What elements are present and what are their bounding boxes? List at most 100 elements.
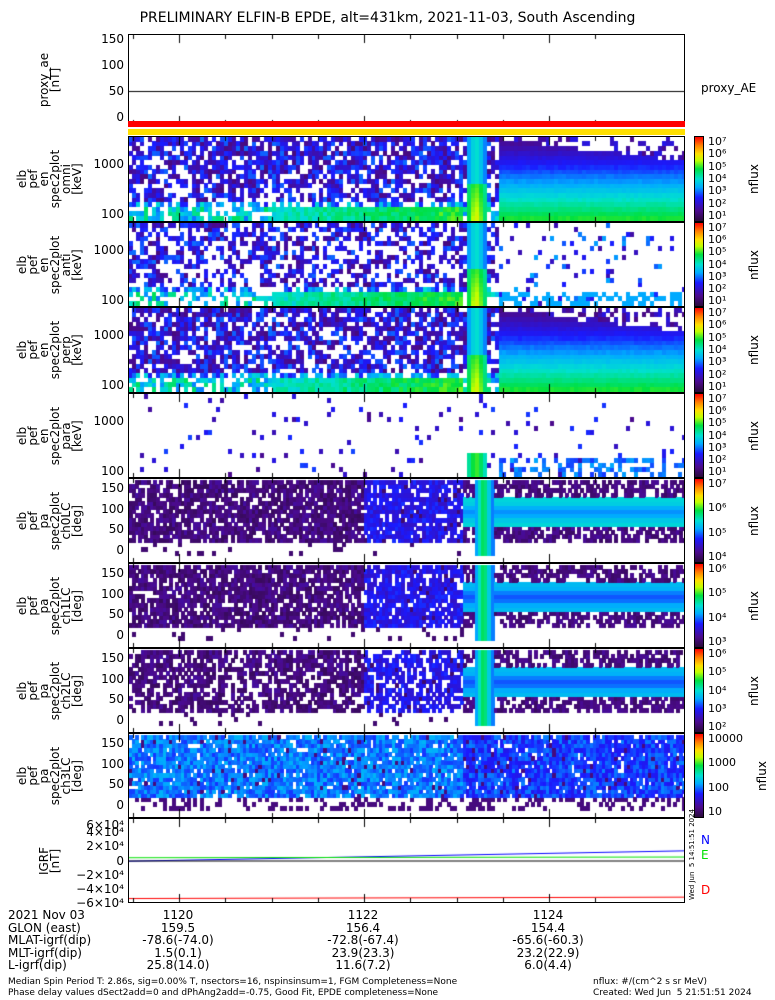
x-axis-row-label: 2021 Nov 03: [8, 908, 85, 922]
colorbar-label: nflux: [746, 335, 761, 365]
colorbar-tick-label: 10³: [708, 440, 727, 454]
colorbar-ch2LC: [694, 648, 704, 733]
plot-canvas-omni: [129, 137, 684, 221]
x-axis-value: 23.2(22.9): [516, 945, 580, 960]
plot-canvas-ch3LC: [129, 734, 684, 817]
x-axis-value: 159.5: [160, 920, 196, 935]
colorbar-label: nflux: [746, 420, 761, 451]
x-axis-value: 23.9(23.3): [331, 945, 395, 960]
colorbar-label: nflux: [754, 760, 769, 791]
y-tick-label: 100: [101, 586, 124, 601]
plot-canvas-igrf: [129, 819, 684, 902]
x-axis-value: 1120: [162, 908, 194, 922]
colorbar-tick-label: 10¹: [708, 465, 727, 478]
y-tick-label: 50: [108, 692, 124, 707]
colorbar-tick-label: 10⁶: [708, 318, 727, 332]
colorbar-ch3LC: [694, 733, 704, 818]
colorbar-tick-label: 10⁷: [708, 392, 727, 405]
y-tick-label: 2×10⁴: [86, 839, 124, 854]
x-axis-value: 1124: [532, 908, 564, 922]
colorbar-label: nflux: [746, 164, 761, 194]
x-axis-row-label: L-igrf(dip): [8, 958, 67, 972]
y-tick-label: 100: [101, 501, 124, 516]
colorbar-tick-label: 10⁷: [708, 477, 727, 490]
status-bar-yellow: [128, 129, 685, 135]
colorbar-tick-label: 10⁵: [708, 416, 727, 430]
y-tick-label: 150: [101, 32, 124, 47]
colorbar-tick-label: 1000: [708, 756, 736, 770]
igrf-legend-D: D: [701, 883, 711, 897]
y-tick-label: 150: [101, 566, 124, 580]
colorbar-tick-label: 10000: [708, 732, 743, 745]
colorbar-tick-label: 10⁵: [708, 525, 727, 539]
plot-title: PRELIMINARY ELFIN-B EPDE, alt=431km, 202…: [139, 10, 636, 26]
colorbar-tick-label: 10⁷: [708, 221, 727, 234]
colorbar-tick-label: 10²: [708, 367, 727, 381]
colorbar-tick-label: 10⁷: [708, 306, 727, 319]
y-tick-label: 100: [101, 293, 124, 307]
y-axis-label-anti: elb pef en spec2plot anti [keV]: [15, 235, 84, 294]
panel-para: [128, 393, 685, 478]
y-tick-label: 0: [116, 797, 124, 812]
y-tick-label: 100: [101, 756, 124, 771]
colorbar-label: nflux: [746, 590, 761, 621]
colorbar-tick-label: 10⁴: [708, 428, 727, 442]
colorbar-tick-label: 10⁵: [708, 245, 727, 259]
colorbar-tick-label: 10²: [708, 720, 727, 733]
y-tick-label: 100: [101, 671, 124, 686]
igrf-legend-E: E: [701, 848, 709, 862]
y-axis-label-perp: elb pef en spec2plot perp [keV]: [15, 320, 84, 380]
y-axis-label-ch2LC: elb pef pa spec2plot ch2LC [deg]: [15, 661, 84, 720]
colorbar-tick-label: 10⁶: [708, 147, 727, 161]
colorbar-tick-label: 10⁶: [708, 501, 727, 515]
x-axis-value: 156.4: [345, 920, 381, 935]
panel-ch0LC: [128, 478, 685, 563]
x-axis-row-label: MLT-igrf(dip): [8, 945, 82, 960]
plot-canvas-ch2LC: [129, 649, 684, 732]
y-tick-label: 50: [108, 607, 124, 622]
y-tick-label: 1000: [93, 328, 124, 342]
panel-ch3LC: [128, 733, 685, 818]
y-tick-label: 150: [101, 736, 124, 750]
colorbar-ch0LC: [694, 478, 704, 563]
y-tick-label: 100: [101, 58, 124, 73]
y-axis-label-para: elb pef en spec2plot para [keV]: [15, 406, 84, 465]
x-axis-row-label: MLAT-igrf(dip): [8, 933, 92, 947]
footer-created: Created: Wed Jun 5 21:51:51 2024: [593, 988, 752, 998]
footer-line-2: Phase delay values dSect2add=0 and dPhAn…: [8, 988, 439, 998]
colorbar-tick-label: 10²: [708, 452, 727, 466]
plot-canvas-ch1LC: [129, 564, 684, 647]
y-axis-label-ch1LC: elb pef pa spec2plot ch1LC [deg]: [15, 576, 84, 635]
colorbar-tick-label: 10⁶: [708, 233, 727, 247]
colorbar-tick-label: 10⁵: [708, 330, 727, 344]
legend-proxy-ae: proxy_AE: [701, 81, 757, 95]
colorbar-tick-label: 10³: [708, 701, 727, 715]
x-axis-value: -72.8(-67.4): [327, 933, 399, 947]
colorbar-label: nflux: [746, 505, 761, 536]
x-axis-value: 1.5(0.1): [154, 945, 202, 960]
colorbar-tick-label: 10⁴: [708, 172, 727, 185]
y-tick-label: −4×10⁴: [76, 881, 124, 896]
colorbar-tick-label: 10⁴: [708, 550, 727, 563]
x-axis-value: 11.6(7.2): [335, 958, 391, 972]
colorbar-label: nflux: [746, 249, 761, 280]
status-bar-red: [128, 121, 685, 127]
y-axis-label-ch0LC: elb pef pa spec2plot ch0LC [deg]: [15, 491, 84, 550]
panel-perp: [128, 307, 685, 393]
colorbar-tick-label: 10¹: [708, 294, 727, 307]
plot-canvas-proxy_ae: [129, 35, 684, 124]
colorbar-tick-label: 10³: [708, 635, 727, 648]
x-axis-value: 1122: [347, 908, 379, 922]
y-tick-label: 0: [116, 853, 124, 868]
y-tick-label: −2×10⁴: [76, 867, 124, 882]
plot-canvas-anti: [129, 223, 684, 306]
colorbar-tick-label: 100: [708, 780, 729, 794]
colorbar-omni: [694, 136, 704, 222]
x-axis-value: 6.0(4.4): [524, 958, 572, 972]
y-axis-label-ch3LC: elb pef pa spec2plot ch3LC [deg]: [15, 746, 84, 805]
x-axis-value: -78.6(-74.0): [142, 933, 214, 947]
panel-omni: [128, 136, 685, 222]
colorbar-tick-label: 10⁶: [708, 647, 727, 660]
footer-units: nflux: #/(cm^2 s sr MeV): [593, 977, 707, 987]
colorbar-label: nflux: [746, 675, 761, 706]
